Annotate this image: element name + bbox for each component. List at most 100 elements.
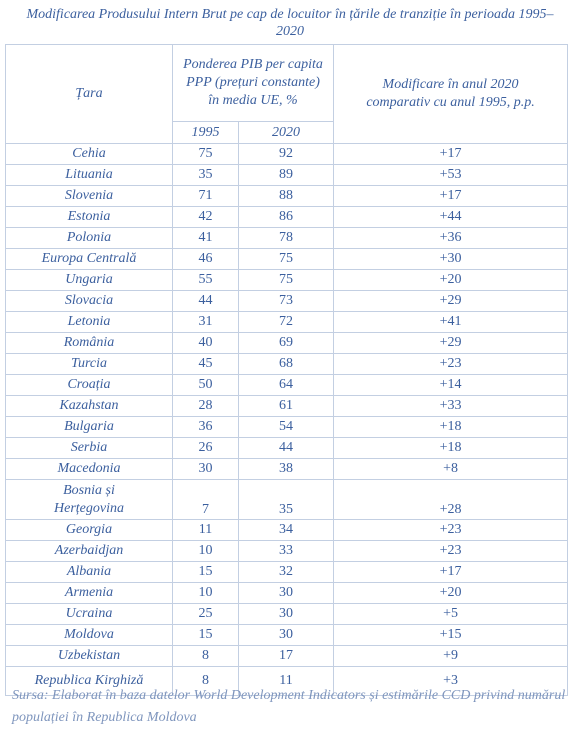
- value-cell: 54: [237, 416, 335, 438]
- table-row: Bosnia și Herțegovina 7 35 +28: [5, 479, 569, 520]
- value-cell: 68: [237, 353, 335, 375]
- value-cell: 55: [172, 269, 239, 291]
- country-cell: Serbia: [5, 437, 173, 459]
- value-cell: 44: [172, 290, 239, 312]
- value-cell: 44: [237, 437, 335, 459]
- value-cell: 17: [237, 645, 335, 667]
- value-cell: +14: [333, 374, 569, 396]
- value-cell: 71: [172, 185, 239, 207]
- table-row: Azerbaidjan 10 33 +23: [5, 540, 569, 562]
- value-cell: 46: [172, 248, 239, 270]
- value-cell: +29: [333, 290, 569, 312]
- country-cell: Republica Kirghiză: [5, 666, 173, 696]
- value-cell: +5: [333, 603, 569, 625]
- country-cell: Azerbaidjan: [5, 540, 173, 562]
- table-row: Europa Centrală 46 75 +30: [5, 248, 569, 270]
- value-cell: 15: [172, 561, 239, 583]
- value-cell: +9: [333, 645, 569, 667]
- table-row: Georgia 11 34 +23: [5, 519, 569, 541]
- country-cell: Macedonia: [5, 458, 173, 480]
- value-cell: 75: [237, 269, 335, 291]
- country-cell: Georgia: [5, 519, 173, 541]
- country-cell: Polonia: [5, 227, 173, 249]
- table-row: Estonia 42 86 +44: [5, 206, 569, 228]
- value-cell: +17: [333, 561, 569, 583]
- value-cell: 30: [237, 603, 335, 625]
- table-row: Uzbekistan 8 17 +9: [5, 645, 569, 667]
- country-cell: Bulgaria: [5, 416, 173, 438]
- value-cell: +15: [333, 624, 569, 646]
- value-cell: 11: [237, 666, 335, 696]
- country-cell: Moldova: [5, 624, 173, 646]
- table-row: România 40 69 +29: [5, 332, 569, 354]
- value-cell: 38: [237, 458, 335, 480]
- value-cell: +18: [333, 416, 569, 438]
- value-cell: 42: [172, 206, 239, 228]
- table-row: Slovacia 44 73 +29: [5, 290, 569, 312]
- table-row: Ungaria 55 75 +20: [5, 269, 569, 291]
- country-cell: Croația: [5, 374, 173, 396]
- value-cell: 75: [172, 143, 239, 165]
- value-cell: 45: [172, 353, 239, 375]
- country-cell: Turcia: [5, 353, 173, 375]
- country-cell: Bosnia și Herțegovina: [5, 479, 173, 520]
- value-cell: +23: [333, 353, 569, 375]
- value-cell: 30: [172, 458, 239, 480]
- value-cell: +53: [333, 164, 569, 186]
- value-cell: +44: [333, 206, 569, 228]
- value-cell: 10: [172, 582, 239, 604]
- header-share: Ponderea PIB per capita PPP (prețuri con…: [171, 44, 335, 122]
- value-cell: +8: [333, 458, 569, 480]
- data-table: Țara Ponderea PIB per capita PPP (prețur…: [5, 44, 569, 696]
- country-cell: Kazahstan: [5, 395, 173, 417]
- value-cell: +28: [333, 479, 569, 520]
- table-row: Bulgaria 36 54 +18: [5, 416, 569, 438]
- header-year: 2020: [237, 121, 335, 144]
- table-row: Cehia 75 92 +17: [5, 143, 569, 165]
- value-cell: +30: [333, 248, 569, 270]
- value-cell: +20: [333, 269, 569, 291]
- value-cell: 25: [172, 603, 239, 625]
- value-cell: 41: [172, 227, 239, 249]
- value-cell: +18: [333, 437, 569, 459]
- value-cell: 78: [237, 227, 335, 249]
- value-cell: 34: [237, 519, 335, 541]
- value-cell: +23: [333, 519, 569, 541]
- table-row: Macedonia 30 38 +8: [5, 458, 569, 480]
- value-cell: +41: [333, 311, 569, 333]
- value-cell: 35: [172, 164, 239, 186]
- table-row: Serbia 26 44 +18: [5, 437, 569, 459]
- value-cell: 31: [172, 311, 239, 333]
- header-country: Țara: [5, 44, 173, 144]
- value-cell: 73: [237, 290, 335, 312]
- value-cell: 89: [237, 164, 335, 186]
- value-cell: 92: [237, 143, 335, 165]
- country-cell: Ungaria: [5, 269, 173, 291]
- value-cell: +23: [333, 540, 569, 562]
- value-cell: 32: [237, 561, 335, 583]
- value-cell: +17: [333, 185, 569, 207]
- value-cell: 88: [237, 185, 335, 207]
- value-cell: +3: [333, 666, 569, 696]
- value-cell: 35: [237, 479, 335, 520]
- table-row: Slovenia 71 88 +17: [5, 185, 569, 207]
- table-row: Ucraina 25 30 +5: [5, 603, 569, 625]
- value-cell: 86: [237, 206, 335, 228]
- table-row: Republica Kirghiză 8 11 +3: [5, 666, 569, 696]
- table-row: Albania 15 32 +17: [5, 561, 569, 583]
- value-cell: +29: [333, 332, 569, 354]
- country-cell: Armenia: [5, 582, 173, 604]
- value-cell: 10: [172, 540, 239, 562]
- value-cell: 69: [237, 332, 335, 354]
- value-cell: 7: [172, 479, 239, 520]
- table-body: Cehia 75 92 +17 Lituania 35 89 +53 Slovenia 71 88 +…: [5, 143, 569, 696]
- value-cell: 30: [237, 582, 335, 604]
- header-year: 1995: [172, 121, 239, 144]
- value-cell: 8: [172, 666, 239, 696]
- value-cell: 26: [172, 437, 239, 459]
- country-name: Bosnia și Herțegovina: [54, 482, 124, 516]
- value-cell: +20: [333, 582, 569, 604]
- country-cell: Slovacia: [5, 290, 173, 312]
- title: Modificarea Produsului Intern Brut pe ca…: [26, 7, 554, 39]
